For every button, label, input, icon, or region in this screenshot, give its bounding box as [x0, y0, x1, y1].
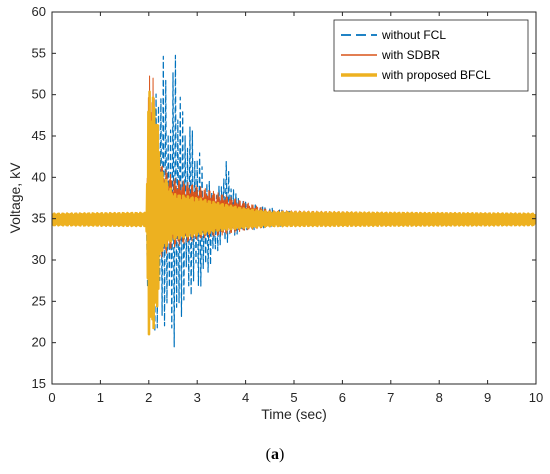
y-axis-title: Voltage, kV: [7, 162, 23, 233]
legend-label: with proposed BFCL: [381, 68, 491, 82]
series-line: [52, 90, 536, 336]
legend: without FCL with SDBR with proposed BFCL: [333, 19, 529, 92]
series-layer: [52, 54, 536, 348]
y-tick-label: 30: [32, 252, 46, 267]
y-tick-label: 15: [32, 376, 46, 391]
x-tick-label: 3: [194, 390, 201, 405]
caption-label: a: [271, 446, 279, 463]
y-tick-label: 35: [32, 211, 46, 226]
x-tick-label: 2: [145, 390, 152, 405]
x-tick-label: 8: [436, 390, 443, 405]
y-axis: 15 20 25 30 35 40 45 50 55 60: [32, 4, 536, 391]
y-tick-label: 50: [32, 87, 46, 102]
figure-caption: (a): [0, 446, 550, 464]
x-tick-label: 10: [529, 390, 543, 405]
legend-label: without FCL: [381, 28, 446, 42]
caption-close: ): [279, 446, 285, 463]
x-tick-label: 0: [48, 390, 55, 405]
x-tick-label: 9: [484, 390, 491, 405]
x-tick-label: 5: [290, 390, 297, 405]
y-tick-label: 20: [32, 335, 46, 350]
x-tick-label: 6: [339, 390, 346, 405]
y-tick-label: 40: [32, 169, 46, 184]
x-tick-label: 1: [97, 390, 104, 405]
y-tick-label: 25: [32, 293, 46, 308]
caption-open: (: [265, 446, 271, 463]
y-tick-label: 55: [32, 45, 46, 60]
legend-label: with SDBR: [381, 48, 440, 62]
x-axis-title: Time (sec): [261, 406, 327, 422]
x-tick-label: 7: [387, 390, 394, 405]
y-tick-label: 45: [32, 128, 46, 143]
y-tick-label: 60: [32, 4, 46, 19]
x-tick-label: 4: [242, 390, 249, 405]
x-axis: 0 1 2 3 4 5 6 7 8 9 10: [48, 12, 543, 405]
